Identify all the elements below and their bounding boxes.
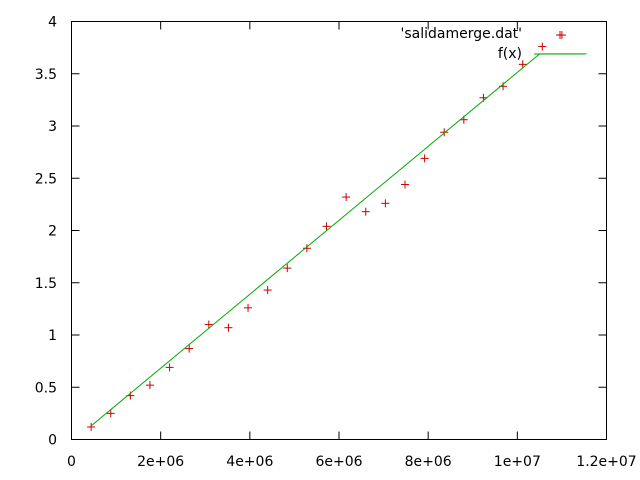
y-tick-label: 2.5 [35, 171, 57, 187]
x-tick-label: 6e+06 [315, 454, 362, 470]
fit-line [90, 53, 587, 427]
data-point [361, 207, 370, 216]
y-tick-label: 1.5 [35, 276, 57, 292]
y-tick-label: 0 [48, 433, 57, 449]
data-point [440, 128, 449, 137]
x-tick-label: 8e+06 [405, 454, 452, 470]
data-point [342, 193, 351, 202]
y-tick-label: 0.5 [35, 380, 57, 396]
x-tick-label: 0 [67, 454, 76, 470]
y-tick-label: 3.5 [35, 67, 57, 83]
y-tick-label: 1 [48, 328, 57, 344]
data-point [106, 409, 115, 418]
data-point [204, 320, 213, 329]
legend-label-data: 'salidamerge.dat' [401, 26, 522, 42]
data-point [283, 264, 292, 273]
plot-series [87, 31, 587, 431]
y-tick-label: 2 [48, 224, 57, 240]
legend-label-fit: f(x) [498, 46, 522, 62]
data-point [420, 154, 429, 163]
x-tick-label: 2e+06 [137, 454, 184, 470]
plot-frame [71, 21, 607, 440]
x-tick-label: 4e+06 [226, 454, 273, 470]
x-axis: 0 2e+06 4e+06 6e+06 8e+06 1e+07 1.2e+07 [67, 21, 637, 470]
legend-data-marker [556, 31, 564, 39]
data-point [185, 344, 194, 353]
data-point [381, 199, 390, 208]
data-point [87, 422, 96, 431]
data-point [145, 381, 154, 390]
data-point [224, 323, 233, 332]
x-tick-label: 1.2e+07 [576, 454, 636, 470]
y-tick-label: 4 [48, 15, 57, 31]
data-point [302, 244, 311, 253]
data-point [400, 180, 409, 189]
legend: 'salidamerge.dat' f(x) [401, 26, 584, 62]
legend-data-point [556, 31, 564, 39]
data-point [263, 286, 272, 295]
data-point [165, 363, 174, 372]
y-axis: 0 0.5 1 1.5 2 2.5 3 3.5 4 [35, 15, 607, 449]
data-point [244, 303, 253, 312]
data-point [518, 60, 527, 69]
data-point [322, 222, 331, 231]
y-tick-label: 3 [48, 119, 57, 135]
x-tick-label: 1e+07 [494, 454, 541, 470]
data-point [538, 42, 547, 51]
